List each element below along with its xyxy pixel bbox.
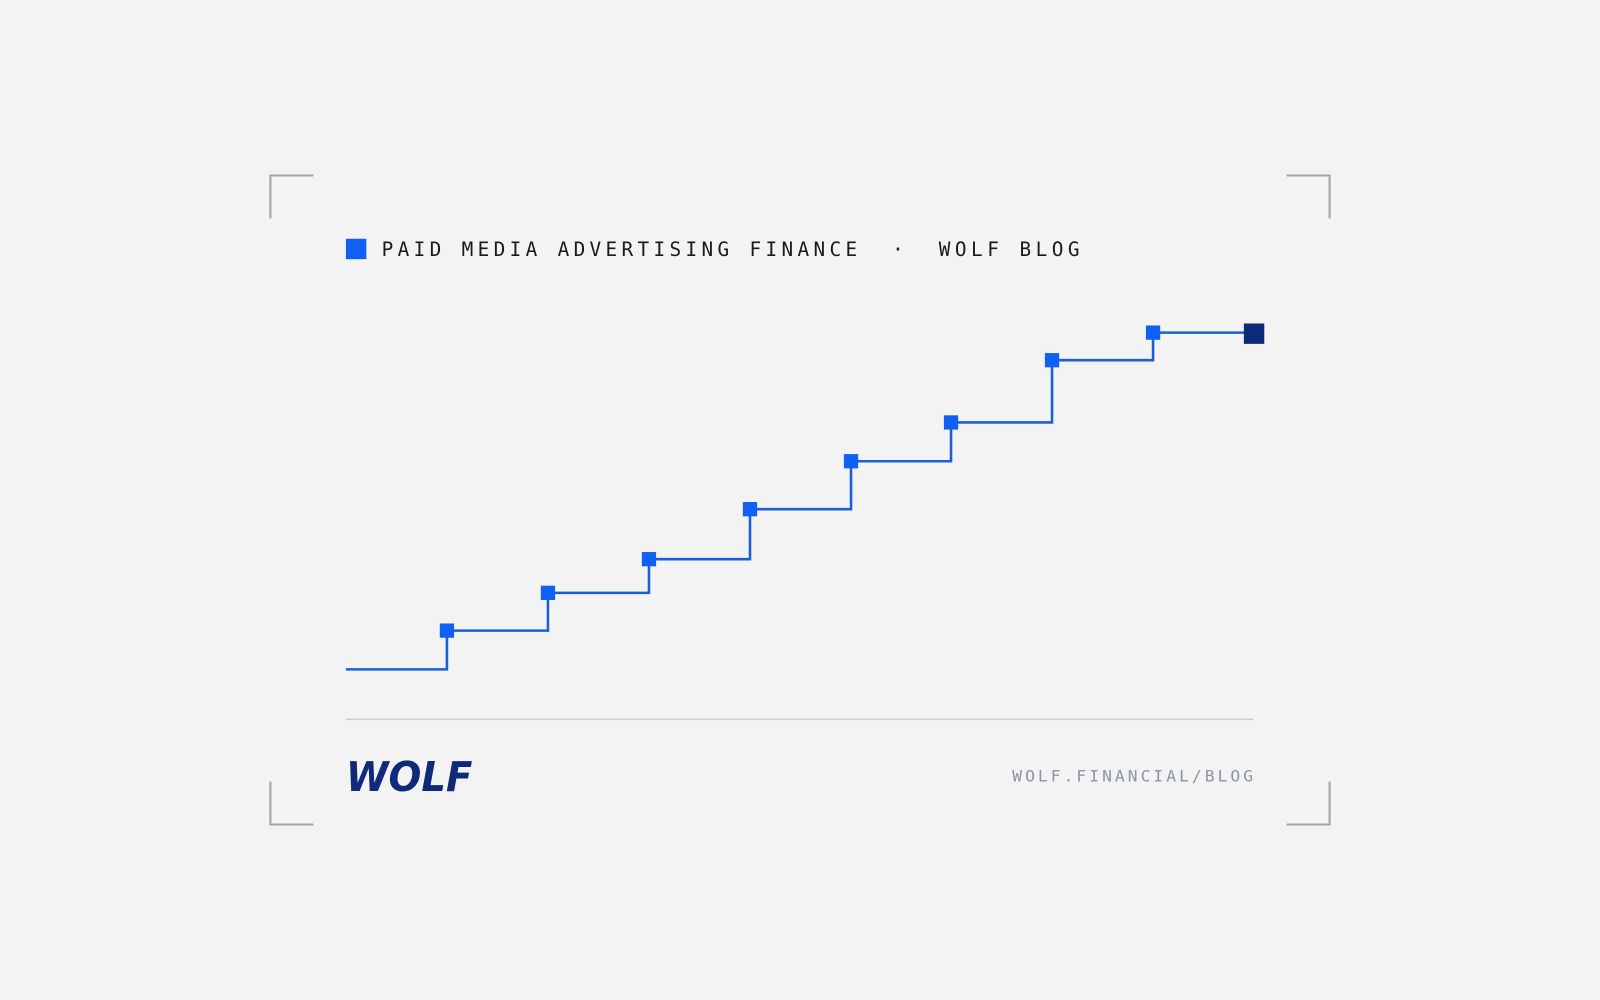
step-marker: [540, 585, 556, 600]
url: WOLF.FINANCIAL/BLOG: [1012, 767, 1253, 786]
step-marker: [439, 623, 455, 638]
step-marker: [1044, 353, 1060, 368]
step-line: [345, 331, 1255, 671]
corner-brackets: [269, 174, 1331, 826]
step-marker: [1145, 325, 1161, 340]
logo: WOLF: [346, 753, 473, 801]
header-icon: [345, 238, 367, 260]
step-marker: [641, 552, 657, 567]
step-marker: [843, 454, 859, 469]
step-markers: [439, 325, 1161, 638]
separator: ·: [892, 238, 904, 261]
step-marker: [943, 415, 959, 430]
step-marker: [742, 502, 758, 517]
end-marker: [1243, 323, 1265, 344]
site-name: WOLF BLOG: [939, 238, 1080, 261]
